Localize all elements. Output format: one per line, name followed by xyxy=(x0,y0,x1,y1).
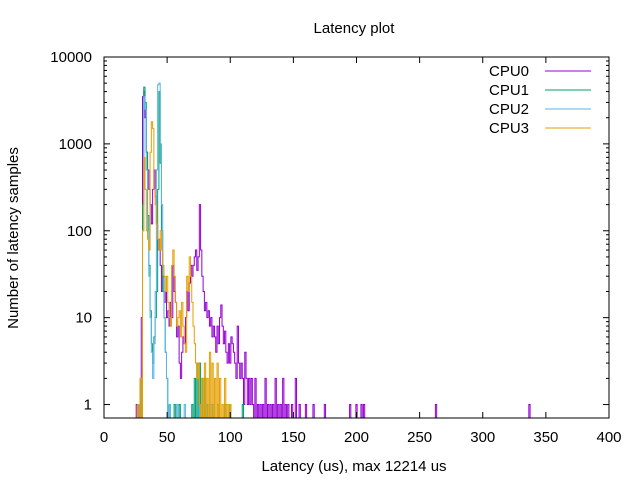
x-axis-label: Latency (us), max 12214 us xyxy=(261,458,446,475)
legend-label-cpu2: CPU2 xyxy=(489,101,529,118)
x-tick-label: 350 xyxy=(533,429,558,446)
legend: CPU0 CPU1 CPU2 CPU3 xyxy=(489,63,591,137)
y-tick-label: 10000 xyxy=(50,49,92,66)
x-tick-label: 0 xyxy=(100,429,108,446)
y-tick-label: 100 xyxy=(67,223,92,240)
legend-label-cpu1: CPU1 xyxy=(489,82,529,99)
legend-label-cpu0: CPU0 xyxy=(489,63,529,80)
series-layer xyxy=(135,82,531,418)
x-tick-label: 150 xyxy=(281,429,306,446)
series-line-cpu2 xyxy=(138,82,212,418)
y-tick-label: 1000 xyxy=(59,136,92,153)
x-tick-label: 50 xyxy=(159,429,176,446)
x-tick-label: 100 xyxy=(218,429,243,446)
x-tick-label: 400 xyxy=(596,429,621,446)
x-tick-label: 300 xyxy=(470,429,495,446)
y-tick-label: 10 xyxy=(75,310,92,327)
series-line-cpu0 xyxy=(135,91,531,418)
series-line-cpu1 xyxy=(138,86,245,418)
x-tick-label: 200 xyxy=(344,429,369,446)
legend-label-cpu3: CPU3 xyxy=(489,120,529,137)
y-tick-label: 1 xyxy=(84,397,92,414)
x-tick-label: 250 xyxy=(407,429,432,446)
chart-title: Latency plot xyxy=(314,20,396,37)
tick-layer: 0 50 100 150 200 250 300 350 400 1 10 100 1000 10000 xyxy=(50,49,621,446)
series-line-cpu3 xyxy=(136,121,232,418)
y-axis-label: Number of latency samples xyxy=(5,147,22,329)
plot-frame xyxy=(103,56,610,419)
